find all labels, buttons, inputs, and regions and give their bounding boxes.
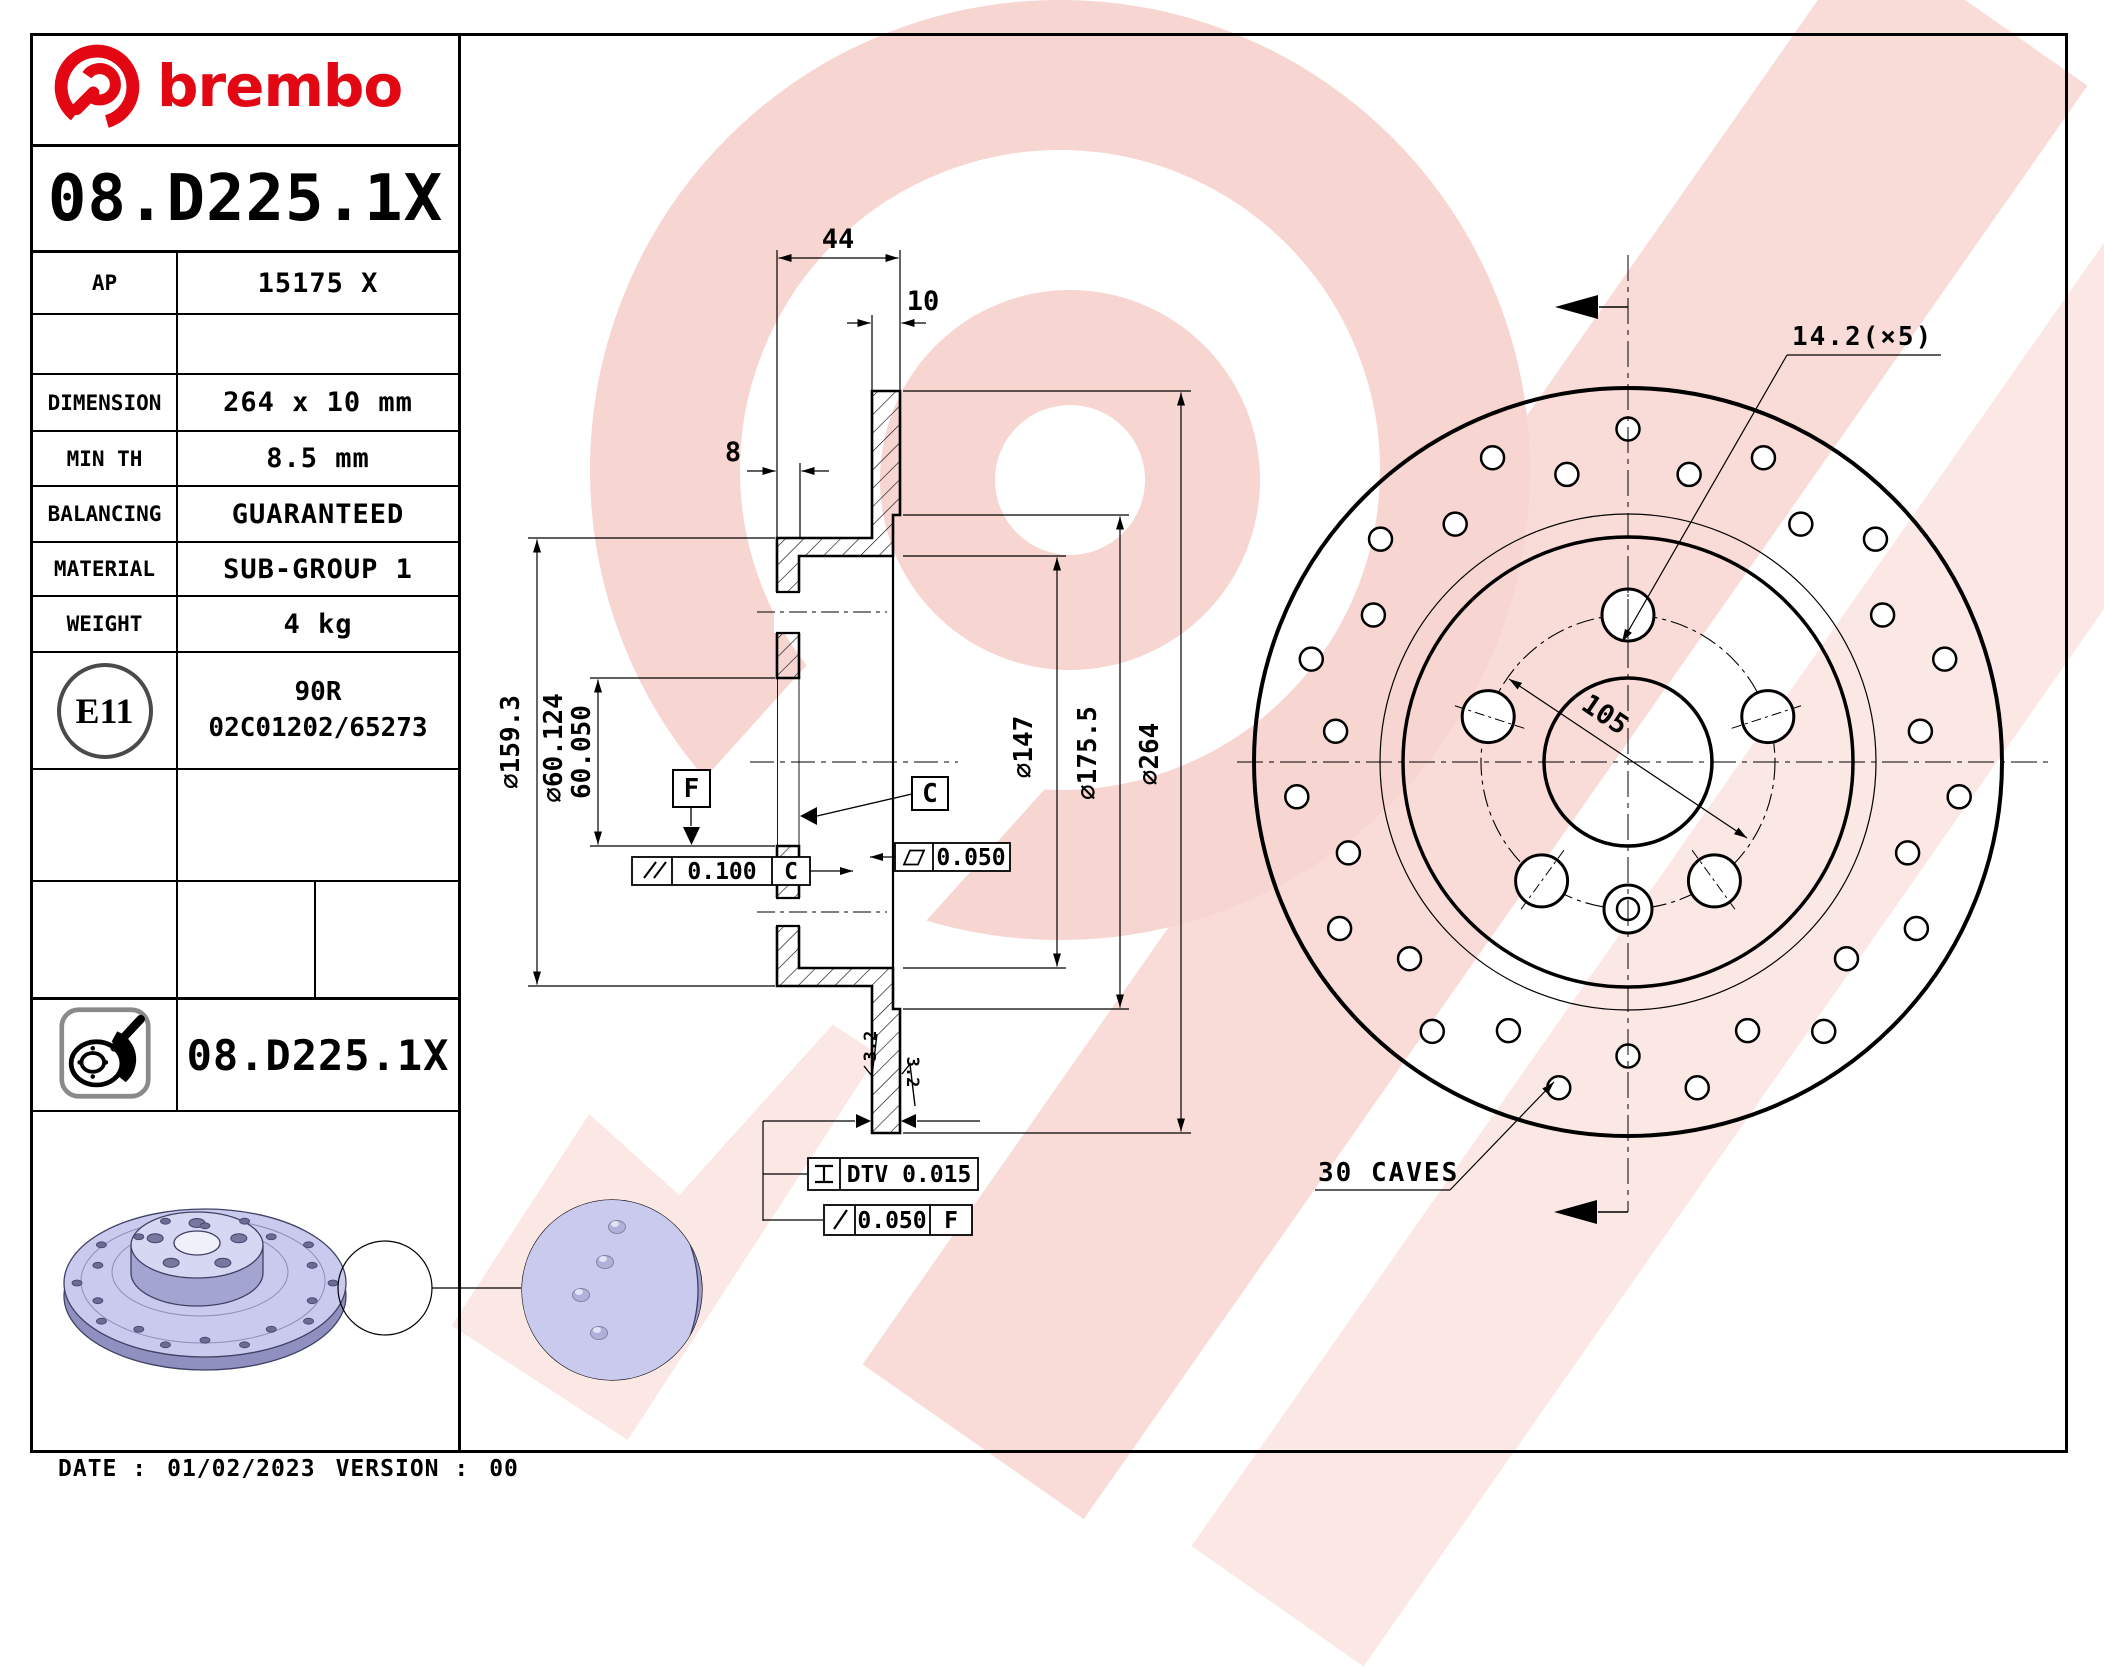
- row-value: SUB-GROUP 1: [223, 553, 413, 585]
- row-value: GUARANTEED: [231, 498, 405, 530]
- version-value: 00: [489, 1456, 519, 1482]
- homologation-line2: 02C01202/65273: [208, 712, 428, 743]
- e-mark-cell: E11: [33, 653, 178, 768]
- version-label: VERSION :: [335, 1456, 470, 1482]
- table-row-dimension: DIMENSION 264 x 10 mm: [33, 375, 458, 432]
- brembo-logo-emblem: [51, 41, 143, 137]
- footer-part-number: 08.D225.1X: [186, 1030, 450, 1080]
- row-label: MATERIAL: [33, 543, 178, 595]
- date-label: DATE :: [58, 1456, 148, 1482]
- row-label: WEIGHT: [33, 597, 178, 651]
- footer-part-row: 08.D225.1X: [33, 997, 458, 1112]
- table-row-minth: MIN TH 8.5 mm: [33, 432, 458, 487]
- e-mark: E11: [56, 662, 153, 759]
- part-number-row: 08.D225.1X: [33, 147, 458, 253]
- sheet-footer: DATE : 01/02/2023 VERSION : 00: [58, 1456, 519, 1482]
- row-label: [33, 315, 178, 373]
- homologation-row: E11 90R 02C01202/65273: [33, 653, 458, 770]
- empty-row-2: [33, 882, 458, 997]
- row-label: MIN TH: [33, 432, 178, 485]
- brembo-wordmark: brembo: [157, 51, 403, 120]
- brake-disc-icon: [58, 1006, 152, 1104]
- row-value: 15175 X: [257, 267, 379, 299]
- table-row-material: MATERIAL SUB-GROUP 1: [33, 543, 458, 597]
- table-row-balancing: BALANCING GUARANTEED: [33, 487, 458, 543]
- row-label: DIMENSION: [33, 375, 178, 430]
- table-row-ap: AP 15175 X: [33, 253, 458, 315]
- row-label: AP: [33, 253, 178, 313]
- logo-row: brembo: [33, 33, 458, 147]
- disc-icon-cell: [33, 1000, 178, 1110]
- drawing-frame: [30, 33, 2068, 1453]
- row-value: 4 kg: [283, 608, 353, 640]
- table-row-weight: WEIGHT 4 kg: [33, 597, 458, 653]
- date-value: 01/02/2023: [167, 1456, 316, 1482]
- row-value: 264 x 10 mm: [223, 387, 413, 418]
- row-value: 8.5 mm: [266, 443, 370, 474]
- empty-row-1: [33, 770, 458, 882]
- title-block-divider: [458, 33, 461, 1453]
- part-number: 08.D225.1X: [47, 161, 444, 236]
- row-label: BALANCING: [33, 487, 178, 541]
- homologation-line1: 90R: [294, 677, 342, 708]
- table-row-empty: [33, 315, 458, 375]
- row-value: [178, 315, 458, 373]
